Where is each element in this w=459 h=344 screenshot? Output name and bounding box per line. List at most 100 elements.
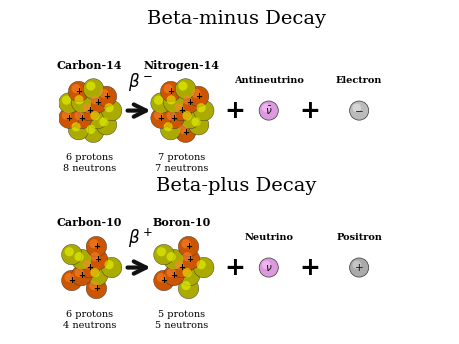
Text: +: + [103,92,110,101]
Circle shape [154,270,174,291]
Circle shape [353,260,361,269]
Text: +: + [178,106,185,115]
Circle shape [62,96,71,105]
Circle shape [72,93,92,113]
Text: +: + [75,87,82,96]
Circle shape [87,108,108,129]
Text: +: + [94,255,101,264]
Circle shape [83,79,104,99]
Circle shape [350,101,369,120]
Circle shape [72,84,81,93]
Circle shape [154,111,163,120]
Circle shape [179,82,188,91]
Circle shape [59,108,79,128]
Text: Positron: Positron [336,233,382,242]
Circle shape [161,119,181,140]
Circle shape [83,260,92,269]
Circle shape [179,265,200,286]
Circle shape [86,82,95,91]
Circle shape [161,81,181,102]
Text: $+$: $+$ [354,262,364,273]
Circle shape [99,117,108,127]
Text: $\beta^+$: $\beta^+$ [129,226,153,250]
Circle shape [74,252,84,261]
Circle shape [68,81,89,102]
Text: +: + [170,271,177,280]
Text: +: + [299,256,320,280]
Circle shape [79,100,100,121]
Text: +: + [78,114,85,123]
Circle shape [101,100,122,121]
Circle shape [65,273,74,282]
Circle shape [163,265,184,286]
Circle shape [262,104,271,112]
Circle shape [194,100,214,121]
Text: Electron: Electron [336,76,382,85]
Circle shape [72,265,92,286]
Circle shape [87,265,108,286]
Circle shape [72,108,92,129]
Circle shape [86,278,106,299]
Text: +: + [224,99,245,122]
Circle shape [62,270,82,291]
Text: 5 protons
5 neutrons: 5 protons 5 neutrons [155,310,208,330]
Circle shape [163,249,184,270]
Text: +: + [186,98,193,107]
Circle shape [74,111,84,120]
Circle shape [154,96,163,105]
Circle shape [86,236,106,257]
Circle shape [86,125,95,134]
Circle shape [175,79,196,99]
Circle shape [74,268,84,277]
Circle shape [96,86,117,107]
Circle shape [262,260,271,269]
Circle shape [59,93,79,113]
Text: +: + [178,263,185,272]
Circle shape [163,108,184,129]
Text: $\beta^-$: $\beta^-$ [129,71,153,93]
Circle shape [105,103,114,112]
Text: 6 protons
8 neutrons: 6 protons 8 neutrons [63,153,116,173]
Text: +: + [78,271,85,280]
Circle shape [151,93,171,113]
Circle shape [259,258,278,277]
Circle shape [101,257,122,278]
Circle shape [151,108,171,128]
Text: +: + [161,276,168,285]
Circle shape [179,249,200,270]
Circle shape [74,95,84,104]
Text: +: + [299,99,320,122]
Circle shape [194,257,214,278]
Circle shape [62,111,71,120]
Circle shape [99,89,108,98]
Circle shape [188,115,209,135]
Circle shape [157,273,166,282]
Circle shape [353,104,361,112]
Circle shape [172,100,192,121]
Circle shape [90,111,100,120]
Circle shape [89,281,98,290]
Circle shape [79,257,100,278]
Text: +: + [182,128,189,137]
Text: 7 protons
7 neutrons: 7 protons 7 neutrons [155,153,208,173]
Circle shape [163,84,173,93]
Circle shape [154,244,174,265]
Circle shape [191,117,201,127]
Text: Antineutrino: Antineutrino [234,76,304,85]
Text: +: + [185,242,192,251]
Circle shape [83,103,92,112]
Circle shape [181,281,190,290]
Circle shape [196,103,206,112]
Circle shape [179,108,200,129]
Circle shape [179,125,188,134]
Circle shape [157,247,166,256]
Text: +: + [186,255,193,264]
Text: +: + [93,242,100,251]
Circle shape [167,268,176,277]
Circle shape [163,122,173,131]
Circle shape [191,89,201,98]
Text: Nitrogen-14: Nitrogen-14 [144,60,220,71]
Circle shape [183,268,192,277]
Circle shape [174,103,184,112]
Text: +: + [195,92,202,101]
